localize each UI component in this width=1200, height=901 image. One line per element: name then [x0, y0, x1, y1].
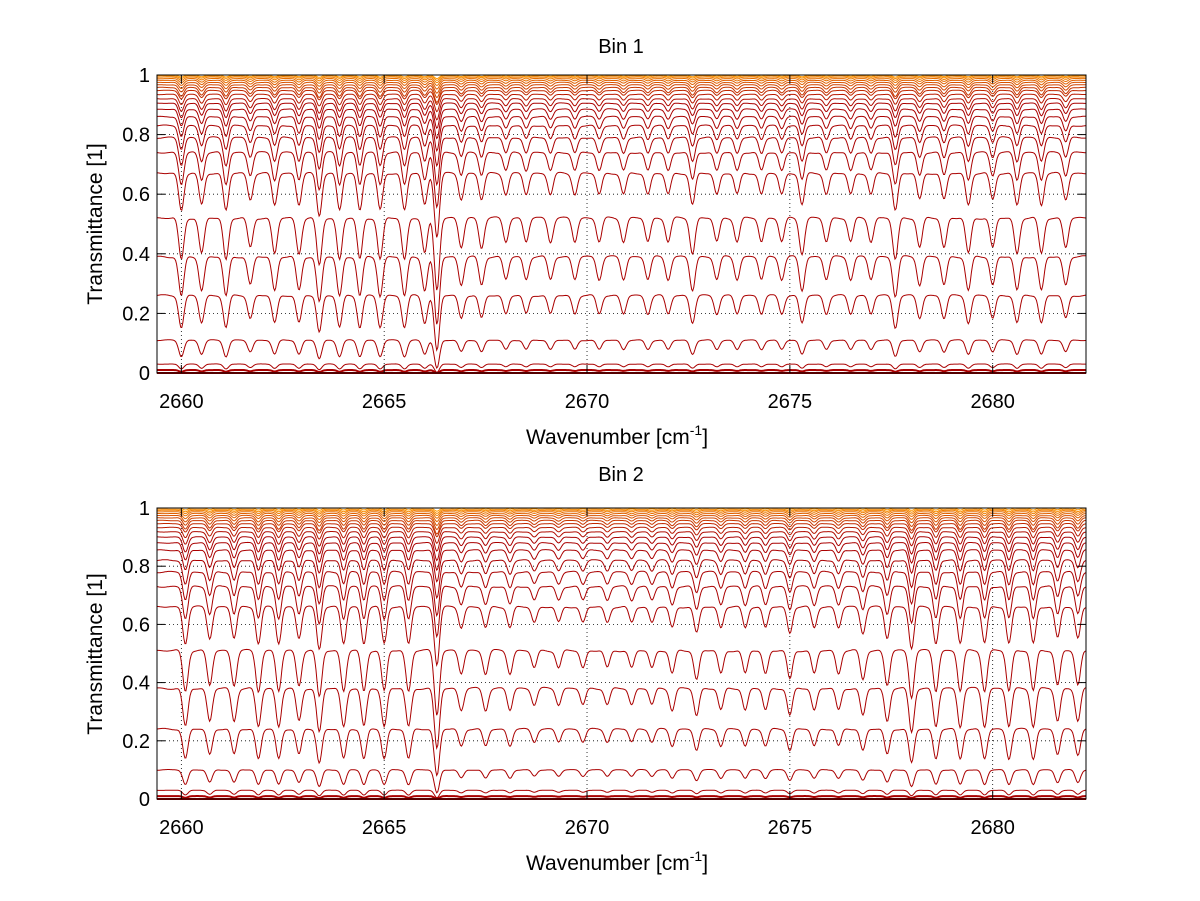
spectrum-line	[156, 522, 1087, 538]
x-tick-label: 2680	[970, 391, 1015, 413]
spectrum-line	[157, 75, 1087, 81]
spectrum-line	[156, 605, 1087, 668]
series-group	[156, 74, 1087, 374]
grid	[157, 74, 1086, 374]
y-tick-label: 0.2	[122, 731, 150, 753]
y-tick-label: 0.8	[122, 125, 150, 147]
spectrum-line	[156, 294, 1087, 352]
x-tick-label: 2665	[362, 391, 407, 413]
x-tick-label: 2660	[159, 391, 204, 413]
spectrum-line	[157, 530, 1087, 552]
spectrum-line	[157, 541, 1087, 572]
y-axis: 0 0.2 0.4 0.6 0.8 1	[122, 498, 1086, 811]
spectrum-line	[157, 517, 1087, 531]
spectrum-line	[157, 549, 1087, 583]
chart-title: Bin 2	[598, 464, 644, 486]
spectrum-line	[156, 255, 1086, 325]
y-tick-label: 1	[139, 65, 150, 87]
x-tick-label: 2675	[768, 391, 813, 413]
spectrum-line	[156, 648, 1087, 716]
x-axis-label-superscript: -1	[690, 848, 703, 864]
y-tick-label: 0.8	[122, 556, 150, 578]
spectrum-line	[157, 76, 1086, 84]
x-axis-label-superscript: -1	[690, 422, 703, 438]
x-tick-label: 2665	[362, 817, 407, 839]
spectrum-line	[157, 768, 1087, 794]
spectrum-line	[157, 81, 1086, 94]
spectrum-line	[156, 124, 1087, 168]
x-tick-label: 2660	[159, 817, 204, 839]
y-tick-label: 0.6	[122, 614, 150, 636]
spectrum-line	[157, 570, 1087, 618]
x-tick-label: 2680	[970, 817, 1015, 839]
spectrum-line	[157, 86, 1086, 104]
panel-bin-1: Bin 1 2660 2665 2670 2675 2680 0 0.2 0.4 0.6 0.8…	[84, 36, 1087, 449]
spectrum-line	[157, 108, 1087, 140]
spectrum-line	[157, 97, 1086, 121]
axes-frame	[156, 507, 1087, 800]
spectrum-line	[157, 115, 1087, 153]
x-tick-label: 2670	[565, 391, 610, 413]
spectrum-line	[157, 508, 1087, 514]
spectrum-line	[156, 789, 1087, 799]
spectrum-line	[156, 171, 1087, 238]
spectrum-line	[156, 77, 1086, 87]
y-axis-label: Transmittance [1]	[84, 143, 107, 304]
axes-frame	[156, 74, 1087, 374]
spectrum-line	[157, 519, 1087, 535]
x-axis: 2660 2665 2670 2675 2680	[159, 75, 1015, 413]
x-axis-label: Wavenumber [cm-1]	[526, 422, 708, 449]
y-tick-label: 1	[139, 498, 150, 520]
spectrum-line	[156, 585, 1087, 639]
panel-bin-2: Bin 2 2660 2665 2670 2675 2680 0 0.2 0.4 0.6 0.8…	[84, 464, 1087, 875]
spectrum-line	[156, 727, 1087, 777]
spectrum-line	[157, 136, 1087, 187]
spectrum-line	[157, 511, 1086, 519]
spectrum-line	[157, 526, 1087, 545]
y-tick-label: 0.6	[122, 184, 150, 206]
spectrum-line	[157, 795, 1086, 800]
spectrum-line	[157, 89, 1087, 106]
spectrum-line	[157, 369, 1086, 374]
spectrum-line	[157, 102, 1087, 130]
spectrum-line	[157, 363, 1086, 373]
y-tick-label: 0.2	[122, 303, 150, 325]
series-group	[156, 507, 1087, 800]
y-axis-label: Transmittance [1]	[84, 573, 107, 734]
spectrum-line	[157, 512, 1087, 523]
y-tick-label: 0.4	[122, 244, 150, 266]
spectrum-line	[157, 686, 1087, 750]
x-axis-label: Wavenumber [cm-1]	[526, 848, 708, 875]
spectrum-line	[156, 151, 1086, 209]
x-tick-label: 2670	[565, 817, 610, 839]
chart-title: Bin 1	[598, 36, 644, 58]
y-tick-label: 0	[139, 363, 150, 385]
spectrum-line	[157, 79, 1086, 90]
y-tick-label: 0.4	[122, 673, 150, 695]
spectrum-line	[157, 509, 1087, 517]
spectrum-line	[157, 93, 1086, 113]
spectrum-line	[157, 216, 1087, 291]
spectrum-line	[157, 84, 1086, 99]
spectrum-line	[156, 559, 1087, 600]
spectrum-line	[157, 514, 1086, 526]
x-axis: 2660 2665 2670 2675 2680	[159, 508, 1015, 839]
x-tick-label: 2675	[768, 817, 813, 839]
y-axis: 0 0.2 0.4 0.6 0.8 1	[122, 65, 1086, 385]
spectrum-line	[157, 536, 1087, 562]
y-tick-label: 0	[139, 789, 150, 811]
spectrum-line	[156, 339, 1086, 370]
